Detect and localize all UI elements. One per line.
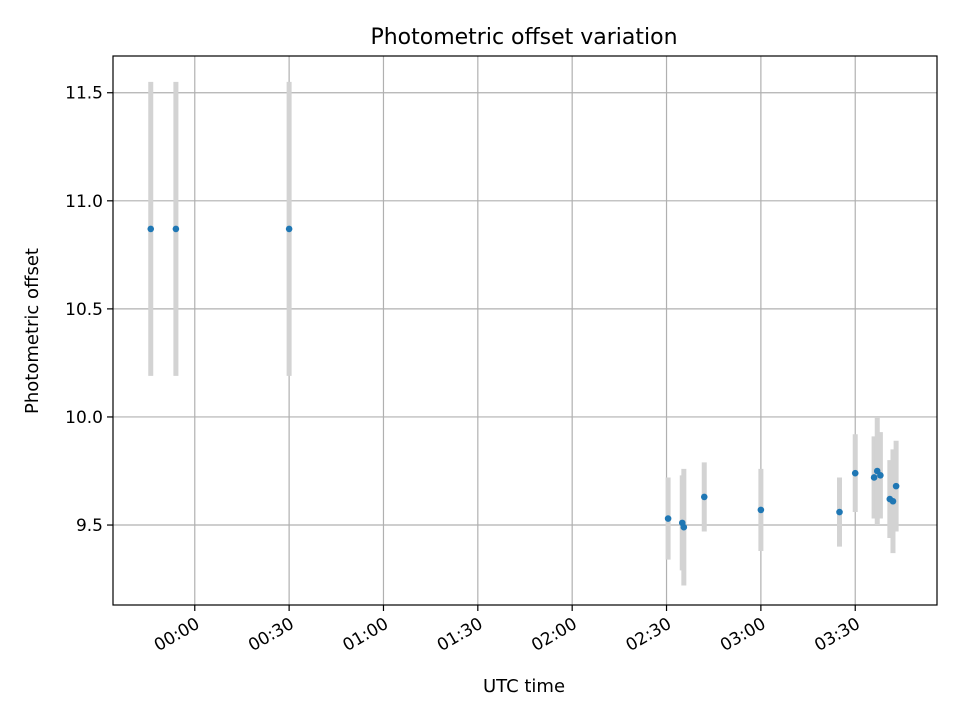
y-tick-label: 11.5 <box>65 84 103 104</box>
data-point <box>889 497 897 505</box>
plot-frame <box>112 55 938 606</box>
data-point <box>285 225 293 233</box>
data-point <box>664 515 672 522</box>
x-tick-label: 02:30 <box>623 614 675 656</box>
y-axis: 9.5 10.0 10.5 11.0 11.5 <box>65 84 113 536</box>
data-point <box>147 225 155 233</box>
grid <box>113 56 937 605</box>
y-tick-label: 10.5 <box>65 300 103 320</box>
x-tick-label: 00:00 <box>151 614 203 656</box>
error-bars <box>148 81 899 586</box>
y-tick-label: 10.0 <box>65 408 103 428</box>
y-axis-label: Photometric offset <box>22 248 43 414</box>
x-tick-label: 03:30 <box>811 614 863 656</box>
x-tick-label: 03:00 <box>717 614 769 656</box>
data-points <box>147 225 900 531</box>
data-point <box>757 506 765 514</box>
x-tick-label: 00:30 <box>245 614 297 656</box>
data-point <box>680 523 688 531</box>
data-point <box>870 474 878 481</box>
data-point <box>172 225 180 233</box>
data-point <box>700 493 708 501</box>
chart-title: Photometric offset variation <box>370 25 677 50</box>
x-axis: 00:00 00:30 01:00 01:30 02:00 02:30 03:00 03:30 <box>151 605 864 656</box>
x-tick-label: 01:30 <box>434 614 486 656</box>
x-tick-label: 01:00 <box>340 614 392 656</box>
data-point <box>836 508 843 516</box>
y-tick-label: 11.0 <box>65 192 103 212</box>
data-point <box>877 472 884 479</box>
data-point <box>851 469 859 477</box>
y-tick-label: 9.5 <box>76 516 103 536</box>
x-axis-label: UTC time <box>483 676 565 697</box>
data-point <box>892 482 900 490</box>
x-tick-label: 02:00 <box>528 614 580 656</box>
